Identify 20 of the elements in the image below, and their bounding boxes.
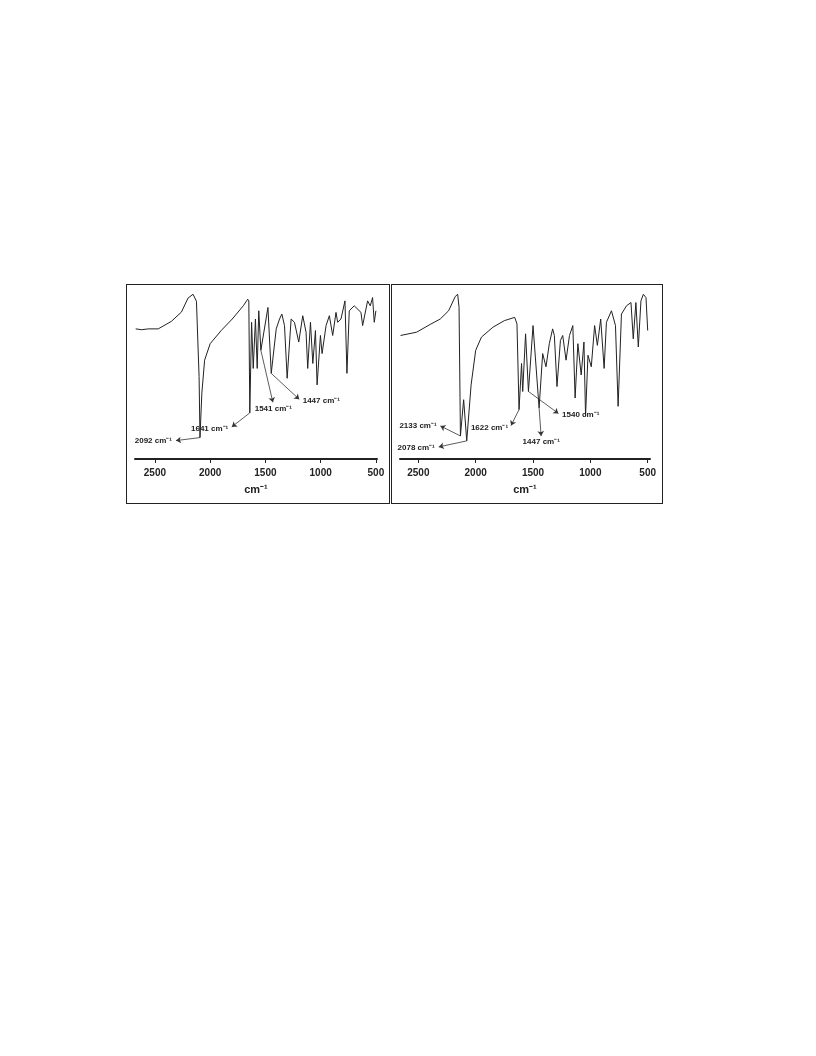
x-tick-label: 500 — [639, 466, 657, 478]
x-tick-label: 2000 — [464, 466, 488, 478]
annotation: 2092 cm⁻¹ — [134, 436, 173, 446]
annotation: 1447 cm⁻¹ — [302, 396, 341, 406]
x-tick-label: 2500 — [407, 466, 430, 478]
x-tick-label: 1500 — [254, 466, 277, 478]
x-tick-label: 500 — [367, 466, 385, 478]
x-tick-label: 1500 — [521, 466, 545, 478]
x-tick-label: 2000 — [199, 466, 222, 478]
x-axis-title: cm⁻¹ — [244, 482, 269, 495]
x-tick-label: 2500 — [143, 466, 167, 478]
x-axis-title: cm⁻¹ — [513, 482, 538, 495]
x-tick-label: 1000 — [309, 466, 333, 478]
x-tick-label: 1000 — [579, 466, 602, 478]
annotation: 1622 cm⁻¹ — [470, 422, 509, 432]
annotation: 1541 cm⁻¹ — [254, 403, 293, 413]
annotation: 2133 cm⁻¹ — [399, 420, 437, 430]
annotation: 1447 cm⁻¹ — [522, 437, 561, 447]
annotation: 2078 cm⁻¹ — [397, 442, 436, 452]
annotation: 1540 cm⁻¹ — [562, 410, 600, 420]
